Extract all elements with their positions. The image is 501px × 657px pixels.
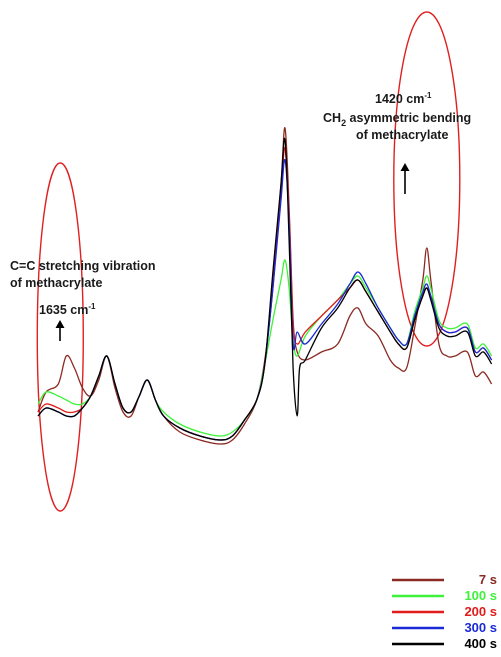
highlight-ellipse-2 <box>393 11 461 347</box>
legend-label-2: 100 s <box>464 588 497 603</box>
right-annotation: 1420 cm-1 CH2 asymmetric bending of meth… <box>323 91 471 194</box>
left-annotation-line1: C=C stretching vibration <box>10 259 156 273</box>
legend-label-3: 200 s <box>464 604 497 619</box>
left-annotation: C=C stretching vibration of methacrylate… <box>10 259 156 341</box>
left-arrow-head-icon <box>55 320 65 328</box>
right-annotation-line1: CH2 asymmetric bending <box>323 111 471 128</box>
highlight-ellipses <box>36 11 461 512</box>
series-line-4 <box>37 159 493 441</box>
left-annotation-line2: of methacrylate <box>10 276 102 290</box>
series-line-5 <box>37 137 493 441</box>
series-line-2 <box>37 259 493 437</box>
right-annotation-line2: of methacrylate <box>356 128 448 142</box>
left-wavenumber-label: 1635 cm-1 <box>39 302 96 317</box>
legend-label-5: 400 s <box>464 636 497 651</box>
legend-label-4: 300 s <box>464 620 497 635</box>
legend-label-1: 7 s <box>479 572 497 587</box>
highlight-ellipse-1 <box>36 162 84 512</box>
right-wavenumber-label: 1420 cm-1 <box>375 91 432 106</box>
spectra-lines <box>37 127 493 445</box>
right-arrow-head-icon <box>400 163 410 171</box>
